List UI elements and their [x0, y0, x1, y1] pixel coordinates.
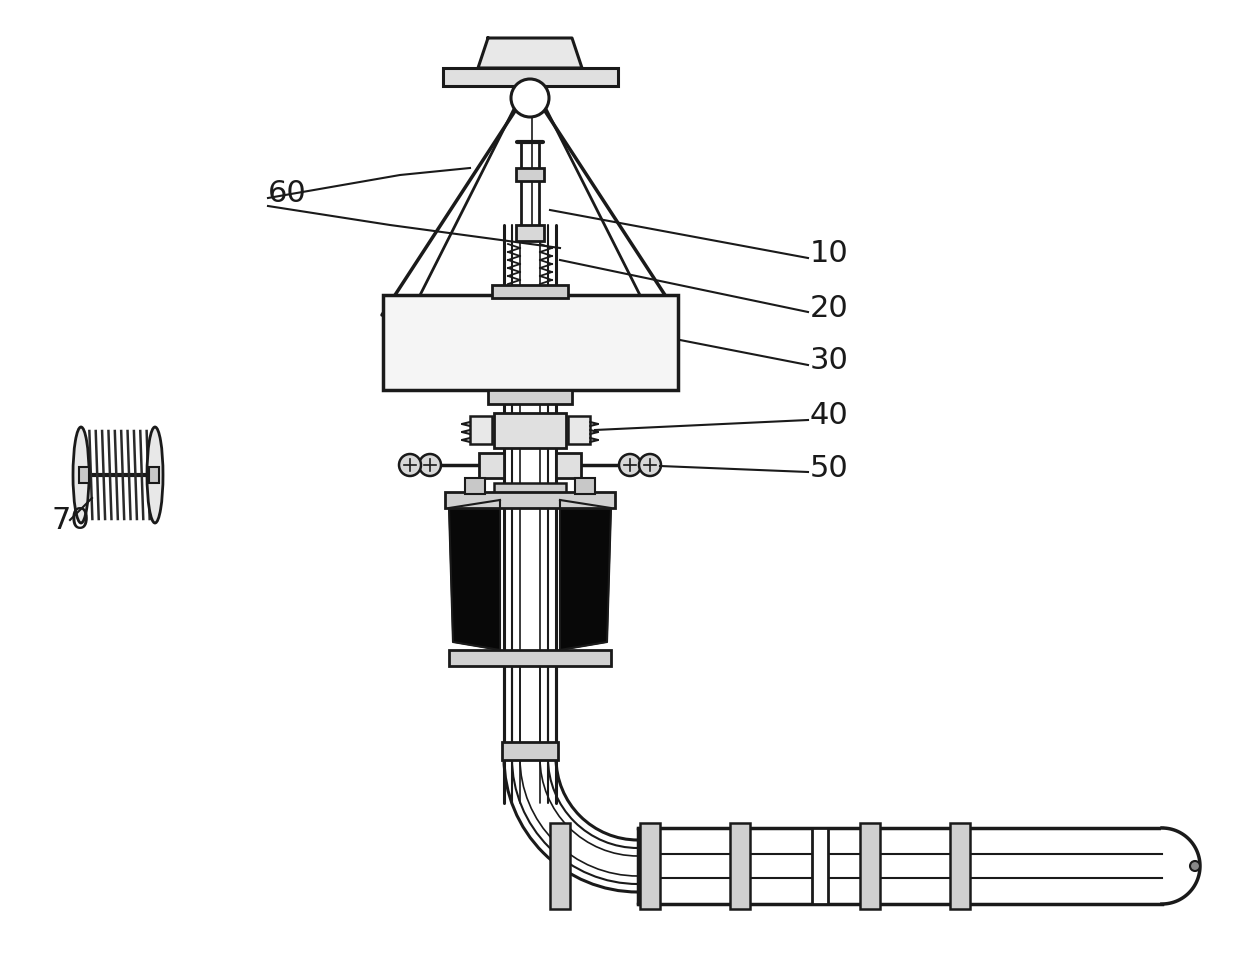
Bar [640, 823, 660, 909]
Bar [516, 225, 544, 241]
Bar [470, 416, 492, 444]
Text: 30: 30 [810, 346, 849, 375]
Polygon shape [639, 840, 1171, 892]
Polygon shape [639, 828, 1162, 904]
Bar [492, 285, 568, 298]
Bar [556, 453, 582, 478]
Bar [494, 483, 565, 495]
Polygon shape [449, 500, 500, 650]
Bar [489, 390, 572, 404]
Polygon shape [1162, 828, 1200, 904]
Bar [465, 478, 485, 494]
Bar [449, 650, 611, 666]
Bar [730, 823, 750, 909]
Circle shape [399, 454, 422, 476]
Circle shape [1190, 861, 1200, 871]
Ellipse shape [148, 427, 162, 523]
Bar [443, 68, 618, 86]
Bar [149, 467, 159, 483]
Bar [575, 478, 595, 494]
Text: 10: 10 [810, 239, 848, 267]
Circle shape [619, 454, 641, 476]
Bar [445, 492, 615, 508]
Bar [812, 828, 828, 904]
Ellipse shape [73, 427, 89, 523]
Circle shape [419, 454, 441, 476]
Bar [551, 823, 570, 909]
Bar [502, 742, 558, 760]
Circle shape [639, 454, 661, 476]
Bar [950, 823, 970, 909]
Bar [79, 467, 89, 483]
Polygon shape [560, 500, 611, 650]
Text: 70: 70 [52, 506, 91, 534]
Bar [861, 823, 880, 909]
Text: 50: 50 [810, 453, 848, 483]
Polygon shape [503, 225, 556, 803]
Polygon shape [477, 38, 582, 68]
Text: 20: 20 [810, 293, 848, 322]
Text: 40: 40 [810, 400, 848, 429]
Bar [479, 453, 503, 478]
Bar [516, 168, 544, 181]
Text: 60: 60 [268, 179, 306, 208]
Bar [494, 413, 565, 448]
Bar [568, 416, 590, 444]
Circle shape [511, 79, 549, 117]
Bar [383, 295, 678, 390]
Polygon shape [83, 430, 153, 520]
